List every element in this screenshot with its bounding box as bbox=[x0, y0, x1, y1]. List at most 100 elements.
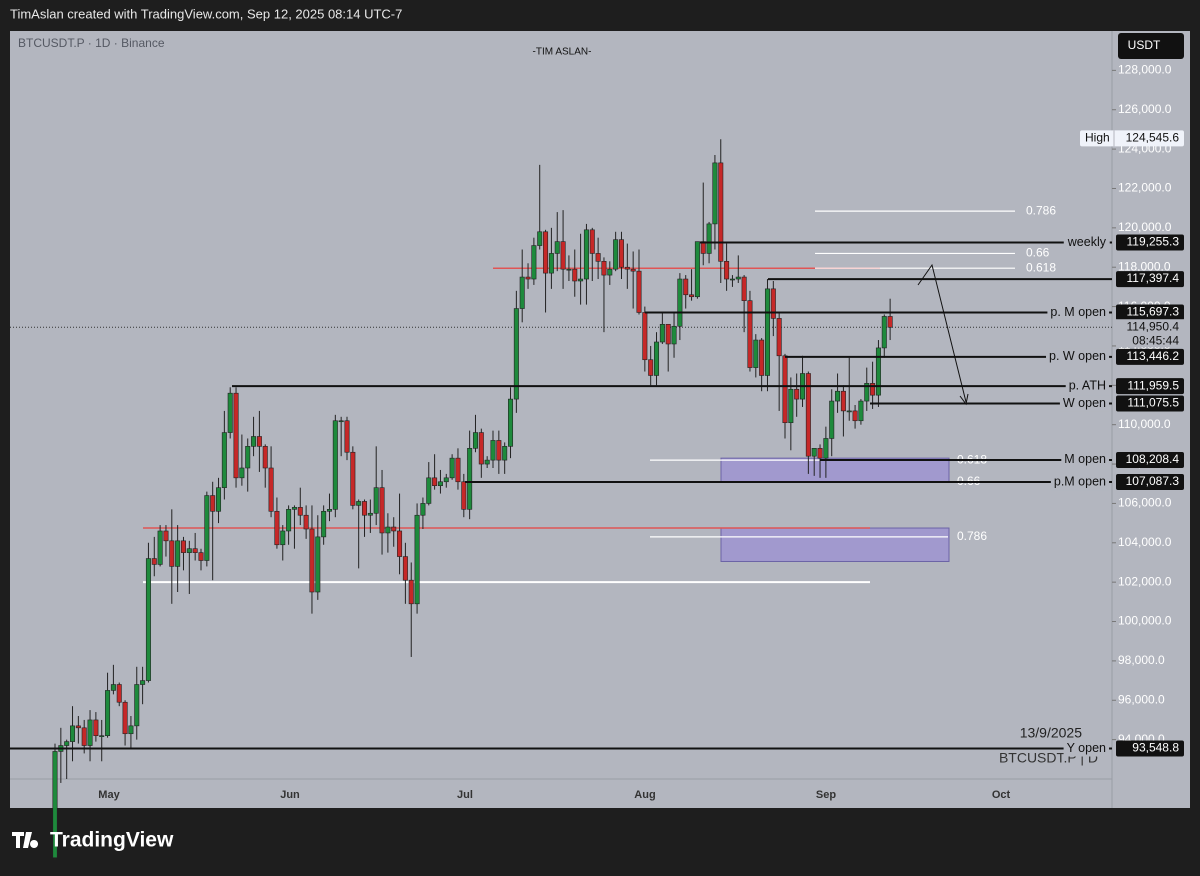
candle-body bbox=[385, 526, 391, 534]
currency: USDT bbox=[1128, 38, 1161, 52]
candle-body bbox=[169, 540, 175, 567]
x-tick-label: Oct bbox=[992, 789, 1011, 801]
candle-body bbox=[297, 507, 303, 516]
candle-body bbox=[309, 528, 315, 593]
brand: TradingView bbox=[50, 829, 174, 852]
candle-body bbox=[759, 339, 765, 376]
candle-body bbox=[531, 245, 537, 280]
candle-body bbox=[677, 278, 683, 327]
candle-body bbox=[455, 457, 461, 483]
level-name: p. W open bbox=[1049, 349, 1106, 363]
x-tick-label: Jun bbox=[280, 789, 300, 801]
y-tick-label: 122,000.0 bbox=[1118, 181, 1172, 195]
candle-body bbox=[706, 223, 712, 254]
candle-body bbox=[134, 684, 140, 727]
candle-body bbox=[315, 536, 321, 593]
candle-body bbox=[356, 501, 362, 506]
candle-body bbox=[525, 276, 531, 280]
candle-body bbox=[864, 383, 870, 402]
price-tag-label: 107,087.3 bbox=[1126, 474, 1180, 488]
candle-body bbox=[64, 741, 70, 746]
candle-body bbox=[110, 684, 116, 691]
candle-body bbox=[373, 487, 379, 514]
level-name-bg bbox=[1063, 234, 1110, 251]
price-tag-label: 111,959.5 bbox=[1127, 378, 1179, 392]
last-price-tag bbox=[1116, 319, 1184, 348]
candle-body bbox=[636, 270, 642, 313]
candle-body bbox=[718, 162, 724, 262]
price-tag bbox=[1116, 348, 1184, 365]
level-name-bg bbox=[1065, 378, 1109, 395]
candle-body bbox=[829, 400, 835, 439]
candle-body bbox=[840, 390, 846, 412]
candle-body bbox=[648, 359, 654, 376]
candle-body bbox=[338, 420, 344, 423]
candle-body bbox=[741, 276, 747, 301]
price-tag-label: 117,397.4 bbox=[1127, 271, 1180, 285]
candle-body bbox=[870, 383, 876, 396]
candle-body bbox=[665, 323, 671, 345]
candle-body bbox=[578, 278, 584, 282]
price-tag bbox=[1116, 474, 1184, 491]
candle-body bbox=[735, 276, 741, 280]
candle-body bbox=[70, 725, 76, 742]
price-tag-label: 108,208.4 bbox=[1126, 452, 1180, 466]
candle-body bbox=[659, 323, 665, 343]
candle-body bbox=[204, 495, 210, 561]
candle-body bbox=[601, 261, 607, 276]
candle-body bbox=[216, 487, 222, 512]
candle-body bbox=[630, 268, 636, 272]
candle-body bbox=[729, 278, 735, 281]
candle-body bbox=[782, 355, 788, 424]
candle-body bbox=[613, 239, 619, 270]
y-tick-label: 126,000.0 bbox=[1118, 102, 1172, 116]
logo-mark bbox=[12, 832, 39, 848]
projection-arrow bbox=[917, 263, 967, 403]
candle-body bbox=[326, 509, 332, 512]
candle-body bbox=[724, 261, 730, 280]
fib-label: 0.786 bbox=[1026, 203, 1056, 217]
candle-body bbox=[210, 495, 216, 512]
watermark: -TIM ASLAN- bbox=[533, 47, 592, 58]
currency-box bbox=[1118, 33, 1184, 59]
fib-label: 0.786 bbox=[957, 529, 987, 543]
candle-body bbox=[543, 231, 549, 274]
candle-body bbox=[852, 410, 858, 422]
candle-body bbox=[245, 446, 251, 469]
candle-body bbox=[566, 268, 572, 271]
candle-body bbox=[484, 459, 490, 465]
candle-body bbox=[554, 241, 560, 254]
candle-body bbox=[105, 690, 111, 736]
y-tick-label: 98,000.0 bbox=[1118, 653, 1165, 667]
candle-body bbox=[116, 684, 122, 703]
candle-body bbox=[420, 503, 426, 516]
candle-body bbox=[268, 467, 274, 512]
candle-body bbox=[560, 241, 566, 270]
candle-body bbox=[811, 448, 817, 457]
level-name-bg bbox=[1047, 304, 1110, 321]
candle-body bbox=[350, 451, 356, 506]
zone bbox=[720, 457, 950, 483]
candle-body bbox=[519, 276, 525, 309]
price-tag bbox=[1116, 234, 1184, 251]
candle-body bbox=[397, 530, 403, 557]
level-name-bg bbox=[1061, 451, 1110, 468]
candle-body bbox=[280, 530, 286, 546]
x-tick-label: Sep bbox=[816, 789, 836, 801]
candle-body bbox=[788, 388, 794, 424]
level-name-bg bbox=[1050, 474, 1110, 491]
x-tick-label: Jul bbox=[457, 789, 473, 801]
y-tick-label: 106,000.0 bbox=[1118, 496, 1172, 510]
price-tag bbox=[1116, 378, 1184, 395]
level-name: Y open bbox=[1067, 741, 1106, 755]
candle-body bbox=[753, 339, 759, 368]
candle-body bbox=[496, 440, 502, 461]
candle-body bbox=[595, 253, 601, 262]
candle-body bbox=[642, 312, 648, 361]
candle-body bbox=[198, 552, 204, 561]
countdown: 08:45:44 bbox=[1132, 333, 1179, 347]
candle-body bbox=[683, 278, 689, 296]
price-tag bbox=[1116, 451, 1184, 468]
candle-body bbox=[858, 400, 864, 422]
